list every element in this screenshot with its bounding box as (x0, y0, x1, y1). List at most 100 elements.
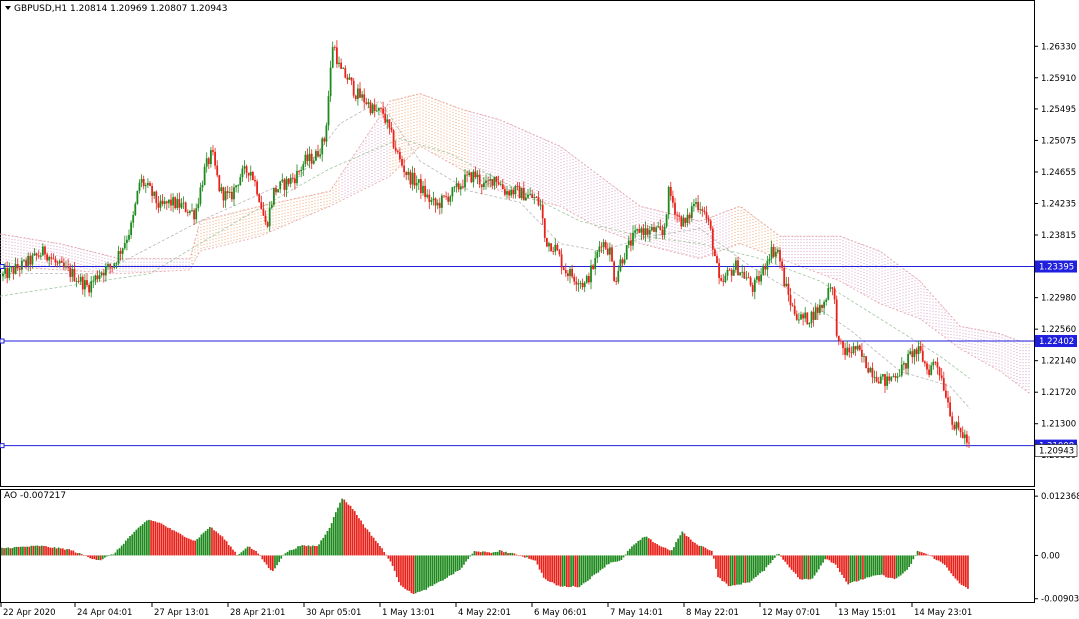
ao-bar (372, 537, 375, 556)
candle-body-bear (861, 349, 863, 357)
candle-body-bear (816, 307, 819, 313)
indicator-info-label: AO -0.007217 (4, 491, 66, 501)
candle-body-bear (867, 368, 870, 373)
ao-bar (200, 534, 203, 556)
candle-body-bull (107, 264, 109, 267)
candle-body-bear (495, 176, 498, 182)
collapse-triangle-icon[interactable] (5, 6, 11, 10)
ao-bar (364, 527, 367, 556)
ao-bar (448, 555, 451, 576)
ao-bar (498, 550, 501, 556)
price-axis[interactable]: 1.26330 1.25910 1.25495 1.25075 1.24655 1.242… (1034, 42, 1078, 461)
candle-body-bull (459, 186, 462, 190)
ao-bar (38, 546, 41, 556)
candle-body-bear (260, 202, 263, 209)
ao-bar (608, 555, 610, 565)
candle-body-bull (75, 280, 78, 282)
ao-bar (616, 555, 619, 562)
ao-bar (834, 555, 837, 565)
candle-body-bull (132, 215, 135, 223)
candle-body-bull (205, 158, 208, 167)
level-price-tag[interactable] (1035, 335, 1077, 348)
candle-body-bull (825, 299, 828, 302)
ao-bar (864, 555, 866, 579)
ao-bar (723, 555, 726, 582)
candle-body-bear (170, 199, 172, 206)
candle-body-bull (422, 185, 424, 194)
level-anchor-handle[interactable] (0, 338, 5, 344)
x-tick-label: 22 Apr 2020 (3, 608, 56, 618)
ao-bar (713, 555, 715, 559)
candle-body-bull (527, 194, 529, 198)
ao-bar (505, 551, 507, 556)
ao-bar (425, 555, 427, 590)
ao-bar (158, 522, 161, 556)
candle-body-bull (367, 102, 370, 104)
ao-bar (610, 555, 612, 563)
ao-bar (641, 537, 644, 556)
ao-bar (139, 525, 142, 556)
ao-bar (80, 554, 83, 556)
candle-body-bull (338, 62, 340, 65)
candle-body-bull (963, 434, 966, 439)
horizontal-levels[interactable] (0, 264, 1034, 449)
ao-bar (788, 555, 791, 568)
candle-body-bear (88, 285, 90, 293)
candle-body-bull (90, 281, 93, 293)
ao-bar (78, 552, 81, 556)
candle-body-bear (951, 416, 954, 425)
ao-bar (666, 549, 669, 556)
ao-bar (872, 555, 875, 576)
candle-body-bear (854, 346, 857, 350)
ao-bar (263, 555, 266, 563)
ao-bar (849, 555, 852, 583)
ao-bar (347, 504, 350, 556)
candle-body-bull (407, 171, 410, 176)
ao-bar (227, 545, 230, 556)
candle-body-bear (653, 227, 655, 232)
ao-bar (1, 547, 3, 556)
ao-bar (742, 555, 745, 583)
candle-body-bear (37, 255, 40, 257)
candle-body-bear (252, 171, 254, 180)
candle-body-bear (478, 174, 481, 185)
ao-bar (633, 544, 635, 556)
ao-bar (576, 555, 579, 588)
candle-body-bull (476, 174, 479, 178)
candle-body-bear (81, 276, 84, 290)
candle-body-bear (567, 273, 569, 277)
ao-bar (664, 547, 667, 556)
candle-body-bear (697, 202, 699, 210)
level-anchor-handle[interactable] (0, 264, 5, 270)
x-tick-label: 4 May 22:01 (458, 608, 511, 618)
ao-bar (494, 551, 497, 556)
candle-body-bear (711, 228, 714, 250)
ao-bar (442, 555, 444, 581)
candle-body-bull (371, 104, 374, 114)
candle-body-bear (497, 181, 500, 185)
ao-bar (507, 553, 509, 556)
candle-body-bear (445, 196, 447, 197)
candle-body-bull (180, 203, 183, 208)
ao-bar (471, 553, 474, 556)
ao-bar (131, 534, 133, 556)
ao-bar (734, 555, 736, 586)
ao-bar (101, 555, 104, 560)
candle-body-bull (657, 226, 660, 228)
ao-bar (845, 555, 847, 582)
candle-body-bear (661, 229, 664, 236)
candle-body-bull (197, 203, 200, 209)
candle-body-bear (919, 346, 922, 351)
ao-bar (843, 555, 845, 578)
level-price-tag[interactable] (1035, 260, 1077, 273)
ao-bar (108, 555, 110, 556)
ao-bar (36, 545, 39, 556)
ao-bar (755, 555, 757, 578)
candle-body-bull (753, 279, 756, 292)
ao-bar (204, 530, 207, 556)
time-axis[interactable]: 22 Apr 2020 24 Apr 04:01 27 Apr 13:01 28 Ap… (0, 603, 972, 618)
level-anchor-handle[interactable] (0, 443, 5, 449)
ao-bar (710, 550, 713, 556)
candle-body-bull (768, 258, 771, 262)
